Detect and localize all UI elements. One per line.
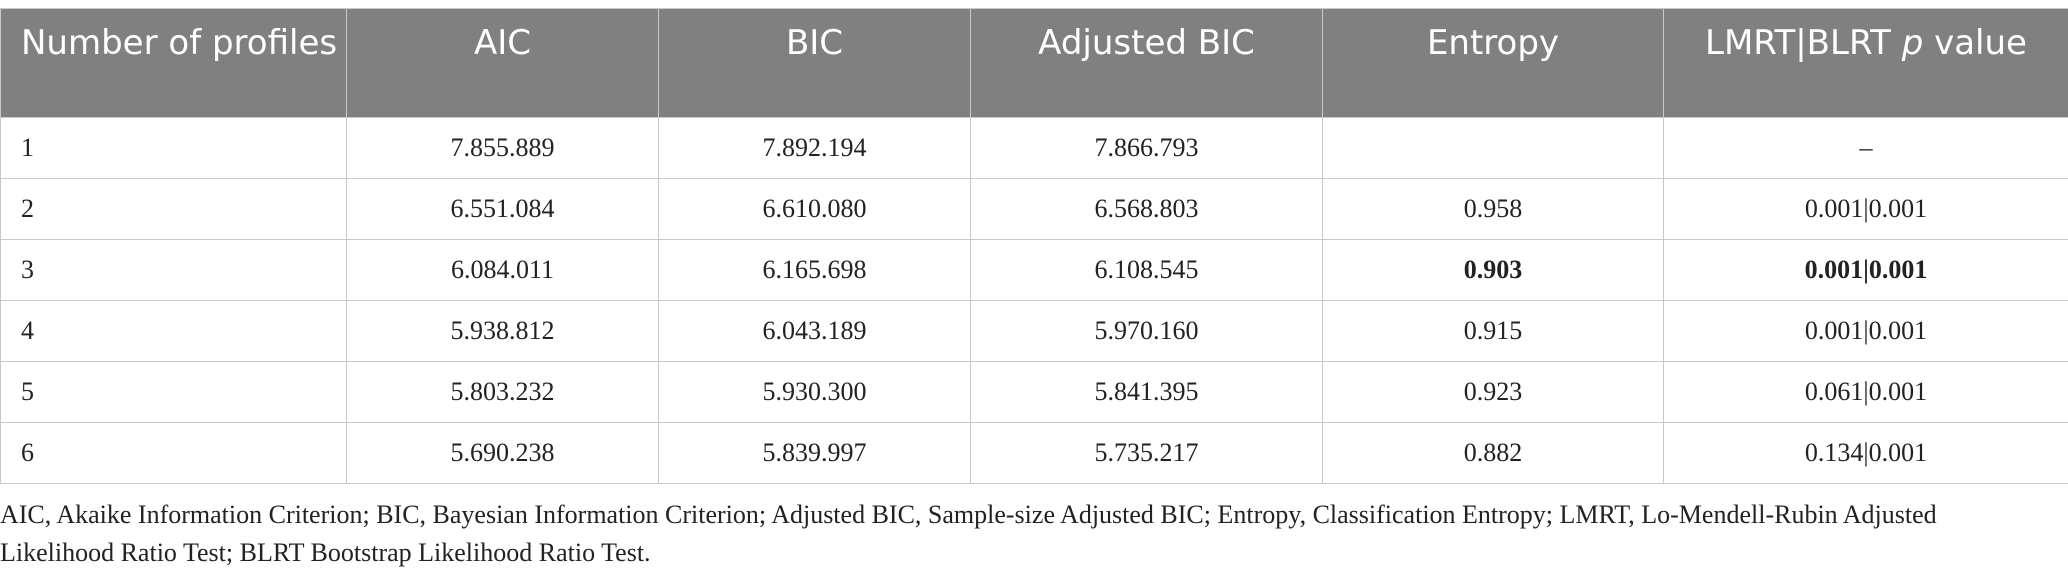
- cell-entropy: [1322, 117, 1664, 179]
- cell-entropy: 0.915: [1322, 300, 1664, 362]
- cell-profiles: 1: [0, 117, 347, 179]
- table-row: 6 5.690.238 5.839.997 5.735.217 0.882 0.…: [0, 422, 2068, 484]
- cell-entropy-bold: 0.903: [1322, 239, 1664, 301]
- cell-bic: 6.165.698: [658, 239, 971, 301]
- table-header: Number of profiles AIC BIC Adjusted BIC …: [0, 8, 2068, 118]
- header-lmrt-blrt: LMRT|BLRT p value: [1663, 8, 2068, 118]
- cell-bic: 6.043.189: [658, 300, 971, 362]
- header-lmrt-p: p: [1901, 23, 1924, 63]
- cell-bic: 7.892.194: [658, 117, 971, 179]
- cell-lmrt-blrt: 0.134|0.001: [1663, 422, 2068, 484]
- cell-adjusted-bic: 6.568.803: [970, 178, 1323, 240]
- cell-lmrt-blrt: –: [1663, 117, 2068, 179]
- cell-bic: 5.930.300: [658, 361, 971, 423]
- cell-entropy: 0.958: [1322, 178, 1664, 240]
- cell-adjusted-bic: 6.108.545: [970, 239, 1323, 301]
- header-row: Number of profiles AIC BIC Adjusted BIC …: [0, 8, 2068, 118]
- cell-adjusted-bic: 5.841.395: [970, 361, 1323, 423]
- cell-profiles: 5: [0, 361, 347, 423]
- cell-adjusted-bic: 7.866.793: [970, 117, 1323, 179]
- cell-aic: 5.690.238: [346, 422, 659, 484]
- cell-aic: 5.803.232: [346, 361, 659, 423]
- table-body: 1 7.855.889 7.892.194 7.866.793 – 2 6.55…: [0, 117, 2068, 484]
- cell-lmrt-blrt: 0.001|0.001: [1663, 178, 2068, 240]
- cell-entropy: 0.882: [1322, 422, 1664, 484]
- header-adjusted-bic: Adjusted BIC: [970, 8, 1323, 118]
- table-row: 5 5.803.232 5.930.300 5.841.395 0.923 0.…: [0, 361, 2068, 423]
- cell-profiles: 2: [0, 178, 347, 240]
- cell-aic: 6.084.011: [346, 239, 659, 301]
- cell-profiles: 4: [0, 300, 347, 362]
- header-lmrt-prefix: LMRT|BLRT: [1705, 23, 1902, 63]
- cell-bic: 6.610.080: [658, 178, 971, 240]
- header-number-of-profiles: Number of profiles: [0, 8, 347, 118]
- cell-aic: 7.855.889: [346, 117, 659, 179]
- header-entropy: Entropy: [1322, 8, 1664, 118]
- cell-profiles: 6: [0, 422, 347, 484]
- cell-lmrt-blrt: 0.061|0.001: [1663, 361, 2068, 423]
- table-row-selected: 3 6.084.011 6.165.698 6.108.545 0.903 0.…: [0, 239, 2068, 301]
- cell-lmrt-blrt: 0.001|0.001: [1663, 300, 2068, 362]
- cell-profiles: 3: [0, 239, 347, 301]
- cell-adjusted-bic: 5.735.217: [970, 422, 1323, 484]
- cell-adjusted-bic: 5.970.160: [970, 300, 1323, 362]
- cell-lmrt-blrt-bold: 0.001|0.001: [1663, 239, 2068, 301]
- model-fit-table-container: Number of profiles AIC BIC Adjusted BIC …: [0, 8, 2068, 484]
- header-lmrt-suffix: value: [1923, 23, 2027, 63]
- header-bic: BIC: [658, 8, 971, 118]
- cell-bic: 5.839.997: [658, 422, 971, 484]
- table-footnote: AIC, Akaike Information Criterion; BIC, …: [0, 500, 1937, 567]
- header-aic: AIC: [346, 8, 659, 118]
- table-row: 4 5.938.812 6.043.189 5.970.160 0.915 0.…: [0, 300, 2068, 362]
- cell-entropy: 0.923: [1322, 361, 1664, 423]
- cell-aic: 5.938.812: [346, 300, 659, 362]
- table-row: 2 6.551.084 6.610.080 6.568.803 0.958 0.…: [0, 178, 2068, 240]
- model-fit-table: Number of profiles AIC BIC Adjusted BIC …: [0, 8, 2068, 484]
- table-row: 1 7.855.889 7.892.194 7.866.793 –: [0, 117, 2068, 179]
- cell-aic: 6.551.084: [346, 178, 659, 240]
